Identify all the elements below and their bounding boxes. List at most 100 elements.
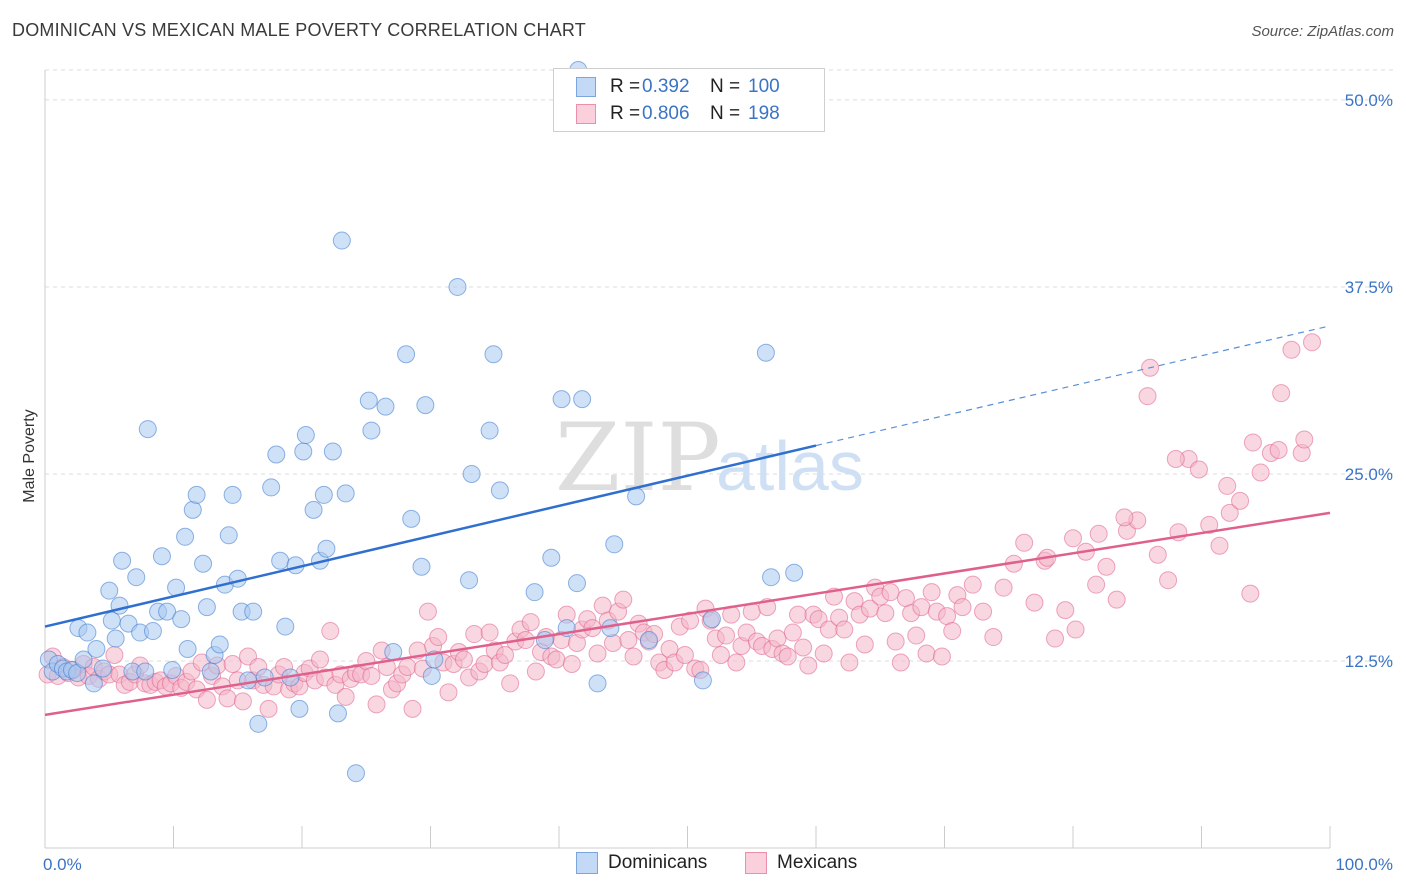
mexican-point [681,611,700,630]
mexican-point [1251,463,1270,482]
dominican-point [412,557,431,576]
mexican-point [526,662,545,681]
mexican-point [1056,601,1075,620]
dominican-point [573,390,592,409]
mexican-point [429,628,448,647]
mexican-point [501,674,520,693]
r-value: 0.806 [642,103,690,124]
dominican-point [416,396,435,415]
r-value: 0.392 [642,76,690,97]
mexican-point [932,647,951,666]
mexican-point [1015,533,1034,552]
mexican-point [1097,557,1116,576]
dominican-point [397,345,416,364]
mexican-point [367,695,386,714]
mexican-point [259,699,278,718]
dominican-point [462,464,481,483]
dominican-trend-extension [815,325,1331,447]
dominican-point [100,581,119,600]
n-value: 198 [748,103,780,124]
legend-row-mexicans: R = 0.806 N = 198 [554,100,780,128]
mexican-point [1066,620,1085,639]
legend-swatch-dominicans [576,852,598,874]
watermark-atlas: atlas [716,427,864,505]
dominican-point [127,568,146,587]
dominican-point [244,602,263,621]
dominican-point [106,629,125,648]
mexican-point [465,625,484,644]
dominican-point [255,668,274,687]
dominican-point [317,539,336,558]
dominican-point [219,526,238,545]
mexican-point [105,645,124,664]
mexican-point [974,602,993,621]
mexican-point [675,645,694,664]
n-label: N = [710,103,741,124]
dominican-point [172,610,191,629]
stats-legend: R = 0.392 N = 100 R = 0.806 N = 198 [553,68,825,132]
dominican-point [201,662,220,681]
dominican-point [239,671,258,690]
mexican-point [1295,430,1314,449]
mexican-point [886,632,905,651]
x-tick-label: 0.0% [43,855,82,874]
axes [44,70,1331,849]
legend-item-dominicans[interactable]: Dominicans [576,852,707,874]
dominican-point [359,391,378,410]
dominican-point [785,563,804,582]
mexican-point [1064,529,1082,548]
legend-swatch-mexicans [745,852,767,874]
dominican-point [304,500,323,519]
mexican-point [768,629,787,648]
dominican-point [448,277,467,296]
mexican-point [840,653,859,672]
mexican-point [418,602,437,621]
dominican-point [267,445,286,464]
dominican-point [588,674,607,693]
mexican-point [593,596,612,615]
mexican-point [938,607,957,626]
dominican-point [290,699,309,718]
dominican-point [294,442,313,461]
dominican-point [194,554,213,573]
mexican-point [1087,575,1106,594]
mexican-point [783,623,802,642]
legend-row-dominicans: R = 0.392 N = 100 [554,73,780,101]
mexican-point [1138,387,1157,406]
gridlines [45,69,1394,662]
dominican-point [163,660,182,679]
mexican-point [197,690,216,709]
mexican-point [896,589,915,608]
dominican-point [328,704,347,723]
mexican-point [480,623,499,642]
dominican-point [138,420,157,439]
mexican-point [984,628,1003,647]
mexican-point [619,631,638,650]
mexican-point [912,598,931,617]
dominican-point [296,426,315,445]
legend-label-mexicans: Mexicans [777,852,858,873]
mexican-point [321,622,340,641]
mexican-point [454,650,473,669]
dominican-point [542,548,561,567]
mexican-point [717,626,736,645]
mexican-point [814,644,833,663]
mexican-point [711,645,730,664]
dominican-point [187,485,206,504]
mexican-point [917,644,936,663]
mexican-point [398,657,417,676]
mexican-point [799,656,818,675]
mexican-point [1231,491,1250,510]
dominican-point [480,421,499,440]
dominican-point [271,551,290,570]
dominican-point [484,345,503,364]
mexican-point [778,647,797,666]
y-tick-label: 25.0% [1345,465,1393,484]
mexican-point [1220,503,1239,522]
mexican-point [496,645,515,664]
dominican-point [143,622,162,641]
dominican-point [102,611,121,630]
dominican-point [197,598,216,617]
series-legend: Dominicans Mexicans [0,852,1406,878]
legend-item-mexicans[interactable]: Mexicans [745,852,857,874]
